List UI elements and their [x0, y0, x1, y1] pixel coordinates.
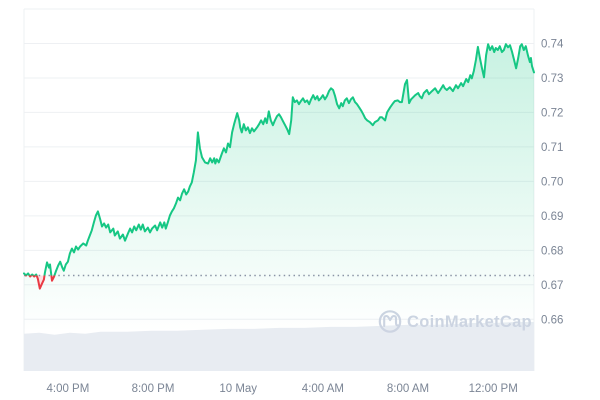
- x-axis-label: 8:00 PM: [132, 383, 175, 395]
- y-axis-label: 0.66: [541, 314, 563, 326]
- y-axis-labels: 0.74 0.73 0.72 0.71 0.70 0.69 0.68 0.67 0.66: [541, 39, 564, 327]
- x-axis-labels: 4:00 PM 8:00 PM 10 May 4:00 AM 8:00 AM 12:00 …: [46, 383, 517, 395]
- y-axis-label: 0.70: [541, 176, 563, 188]
- x-axis-label: 8:00 AM: [387, 383, 429, 395]
- x-axis-label: 12:00 PM: [469, 383, 518, 395]
- y-axis-label: 0.68: [541, 245, 563, 257]
- y-axis-label: 0.67: [541, 280, 563, 292]
- y-axis-label: 0.69: [541, 211, 563, 223]
- price-line-up: [23, 43, 535, 276]
- y-axis-label: 0.71: [541, 142, 563, 154]
- x-axis-label: 10 May: [219, 383, 257, 395]
- x-axis-label: 4:00 PM: [46, 383, 89, 395]
- x-axis-label: 4:00 AM: [302, 383, 344, 395]
- price-area-fill: [24, 44, 534, 371]
- y-axis-label: 0.72: [541, 107, 563, 119]
- y-axis-label: 0.74: [541, 39, 564, 51]
- y-axis-label: 0.73: [541, 73, 563, 85]
